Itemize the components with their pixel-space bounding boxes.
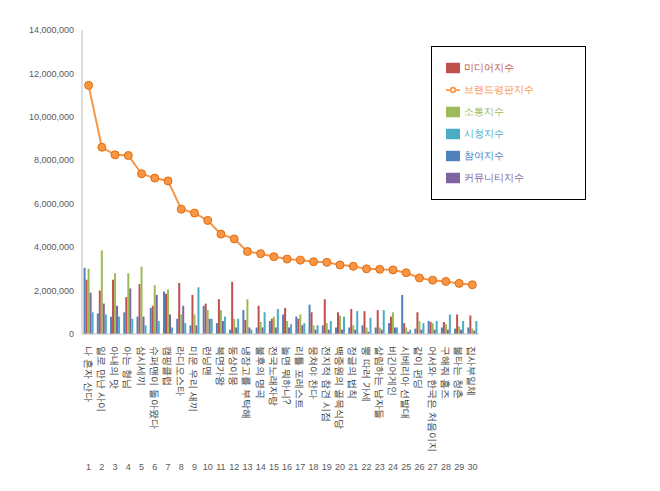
svg-text:2: 2 <box>99 462 104 472</box>
svg-text:12: 12 <box>229 462 239 472</box>
svg-text:22: 22 <box>362 462 372 472</box>
svg-text:17: 17 <box>295 462 305 472</box>
svg-text:16: 16 <box>282 462 292 472</box>
html-text:브랜드평판지수: 브랜드평판지수 <box>464 84 534 95</box>
svg-text:7: 7 <box>166 462 171 472</box>
svg-text:24: 24 <box>388 462 398 472</box>
svg-text:런닝맨: 런닝맨 <box>202 346 213 376</box>
svg-text:5: 5 <box>139 462 144 472</box>
svg-text:같이 펀딩: 같이 펀딩 <box>413 346 424 389</box>
svg-text:4: 4 <box>126 462 131 472</box>
svg-text:구해줘 홈즈: 구해줘 홈즈 <box>440 346 451 399</box>
svg-text:불후의 명곡: 불후의 명곡 <box>255 346 266 399</box>
svg-text:뭉쳐야 찬다: 뭉쳐야 찬다 <box>308 346 319 399</box>
svg-text:리틀 포레스트: 리틀 포레스트 <box>294 346 305 409</box>
svg-text:26: 26 <box>414 462 424 472</box>
svg-text:집사부일체: 집사부일체 <box>466 346 477 396</box>
svg-text:백종원의 골목식당: 백종원의 골목식당 <box>334 346 345 429</box>
svg-text:삼시세끼: 삼시세끼 <box>136 346 147 386</box>
svg-text:전국노래자랑: 전국노래자랑 <box>268 346 279 406</box>
svg-text:나 혼자 산다: 나 혼자 산다 <box>83 346 94 402</box>
svg-text:라디오스타: 라디오스타 <box>175 346 186 396</box>
svg-text:캠핑클럽: 캠핑클럽 <box>162 346 173 386</box>
svg-text:복면가왕: 복면가왕 <box>215 346 226 386</box>
html-text:소통지수: 소통지수 <box>464 106 504 117</box>
svg-text:8: 8 <box>179 462 184 472</box>
svg-text:뽕 따러 가세: 뽕 따러 가세 <box>361 346 372 402</box>
svg-text:살림하는 남자들: 살림하는 남자들 <box>374 346 385 419</box>
svg-text:미운 우리 새끼: 미운 우리 새끼 <box>188 346 199 412</box>
svg-text:1: 1 <box>86 462 91 472</box>
svg-text:아내의 맛: 아내의 맛 <box>109 346 120 389</box>
html-text:참여지수: 참여지수 <box>464 150 504 161</box>
svg-text:정글의 법칙: 정글의 법칙 <box>347 346 358 399</box>
svg-text:13: 13 <box>242 462 252 472</box>
svg-text:냉장고를 부탁해: 냉장고를 부탁해 <box>241 346 252 419</box>
svg-text:19: 19 <box>322 462 332 472</box>
svg-text:6,000,000: 6,000,000 <box>34 199 74 209</box>
svg-text:10,000,000: 10,000,000 <box>29 112 74 122</box>
svg-text:시베리아 선발대: 시베리아 선발대 <box>400 346 411 419</box>
svg-text:23: 23 <box>375 462 385 472</box>
svg-text:9: 9 <box>192 462 197 472</box>
svg-text:놀면 뭐하니?: 놀면 뭐하니? <box>281 346 292 405</box>
svg-text:30: 30 <box>467 462 477 472</box>
svg-text:29: 29 <box>454 462 464 472</box>
svg-text:25: 25 <box>401 462 411 472</box>
html-text:커뮤니티지수: 커뮤니티지수 <box>464 172 524 183</box>
svg-text:10: 10 <box>203 462 213 472</box>
svg-text:28: 28 <box>441 462 451 472</box>
svg-text:14,000,000: 14,000,000 <box>29 25 74 35</box>
svg-text:14: 14 <box>256 462 266 472</box>
svg-text:8,000,000: 8,000,000 <box>34 155 74 165</box>
svg-text:0: 0 <box>69 329 74 339</box>
svg-text:20: 20 <box>335 462 345 472</box>
svg-text:18: 18 <box>309 462 319 472</box>
svg-text:21: 21 <box>348 462 358 472</box>
svg-text:슈퍼맨이 돌아왔다: 슈퍼맨이 돌아왔다 <box>149 346 160 429</box>
svg-text:비긴어게인: 비긴어게인 <box>387 346 398 396</box>
svg-text:15: 15 <box>269 462 279 472</box>
svg-text:동상이몽: 동상이몽 <box>228 346 239 386</box>
svg-text:어서와 한국은 처음이지: 어서와 한국은 처음이지 <box>427 346 438 452</box>
svg-text:2,000,000: 2,000,000 <box>34 286 74 296</box>
svg-text:4,000,000: 4,000,000 <box>34 242 74 252</box>
svg-text:12,000,000: 12,000,000 <box>29 69 74 79</box>
svg-text:전지적 참견 시점: 전지적 참견 시점 <box>321 346 332 422</box>
svg-text:불타는 청춘: 불타는 청춘 <box>453 346 464 399</box>
svg-text:3: 3 <box>113 462 118 472</box>
svg-text:6: 6 <box>152 462 157 472</box>
svg-text:27: 27 <box>428 462 438 472</box>
svg-text:일로 만난 사이: 일로 만난 사이 <box>96 346 107 412</box>
html-text:미디어지수: 미디어지수 <box>464 62 514 73</box>
svg-text:아는 형님: 아는 형님 <box>122 346 133 389</box>
html-text:시청지수: 시청지수 <box>464 128 504 139</box>
svg-text:11: 11 <box>216 462 225 472</box>
